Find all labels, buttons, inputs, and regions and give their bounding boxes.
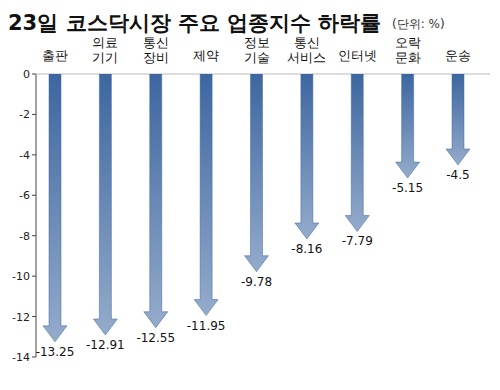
- y-tick: [32, 114, 36, 115]
- bar-arrow: [446, 74, 470, 165]
- y-tick: [32, 316, 36, 317]
- category-label: 통신장비: [143, 35, 169, 65]
- y-tick: [32, 195, 36, 196]
- category-line: 통신: [294, 35, 320, 50]
- category-label: 출판: [42, 48, 68, 63]
- y-tick-label: -8: [19, 230, 30, 243]
- category-label: 인터넷: [338, 48, 377, 63]
- category-label: 운송: [445, 48, 471, 63]
- title: 23일 코스닥시장 주요 업종지수 하락률: [8, 11, 381, 35]
- data-label: -12.55: [136, 331, 175, 345]
- category-line: 기술: [244, 50, 270, 65]
- data-label: -9.78: [241, 275, 272, 289]
- data-label: -11.95: [187, 319, 226, 333]
- category-line: 문화: [395, 50, 421, 65]
- chart: 23일 코스닥시장 주요 업종지수 하락률(단위: %)출판의료기기통신장비제약…: [0, 0, 500, 390]
- data-label: -7.79: [342, 234, 373, 248]
- category-line: 제약: [193, 48, 219, 63]
- category-label: 통신서비스: [287, 35, 326, 65]
- bar-arrow: [43, 74, 67, 342]
- y-tick-label: -2: [19, 108, 30, 121]
- y-tick: [32, 276, 36, 277]
- category-line: 오락: [395, 35, 421, 50]
- category-line: 정보: [244, 35, 270, 50]
- bar-arrow: [194, 74, 218, 316]
- category-line: 출판: [42, 48, 68, 63]
- category-line: 운송: [445, 48, 471, 63]
- bar-arrow: [93, 74, 117, 335]
- category-line: 서비스: [287, 50, 326, 65]
- category-label: 정보기술: [244, 35, 270, 65]
- y-tick-label: -6: [19, 189, 30, 202]
- y-tick: [32, 154, 36, 155]
- chart-wrap: 23일 코스닥시장 주요 업종지수 하락률(단위: %)출판의료기기통신장비제약…: [0, 0, 500, 390]
- y-tick-label: -10: [12, 270, 30, 283]
- data-label: -8.16: [291, 242, 322, 256]
- y-tick-label: 0: [23, 68, 30, 81]
- bar-arrow: [396, 74, 420, 178]
- data-label: -13.25: [36, 345, 75, 359]
- y-tick: [32, 74, 36, 75]
- bar-arrow: [345, 74, 369, 231]
- bar-arrow: [295, 74, 319, 239]
- data-label: -5.15: [392, 181, 423, 195]
- y-tick-label: -14: [12, 351, 30, 364]
- data-label: -4.5: [446, 168, 469, 182]
- category-line: 장비: [143, 50, 169, 65]
- y-tick: [32, 235, 36, 236]
- bar-arrow: [245, 74, 269, 272]
- category-label: 의료기기: [92, 35, 118, 65]
- bar-arrow: [144, 74, 168, 328]
- category-line: 통신: [143, 35, 169, 50]
- category-label: 오락문화: [395, 35, 421, 65]
- category-line: 의료: [92, 35, 118, 50]
- y-tick-label: -12: [12, 311, 30, 324]
- data-label: -12.91: [86, 338, 125, 352]
- category-line: 기기: [92, 50, 118, 65]
- subtitle: (단위: %): [392, 17, 445, 31]
- y-tick-label: -4: [19, 149, 30, 162]
- bars: [43, 74, 470, 342]
- category-label: 제약: [193, 48, 219, 63]
- y-axis: [36, 74, 37, 357]
- category-line: 인터넷: [338, 48, 377, 63]
